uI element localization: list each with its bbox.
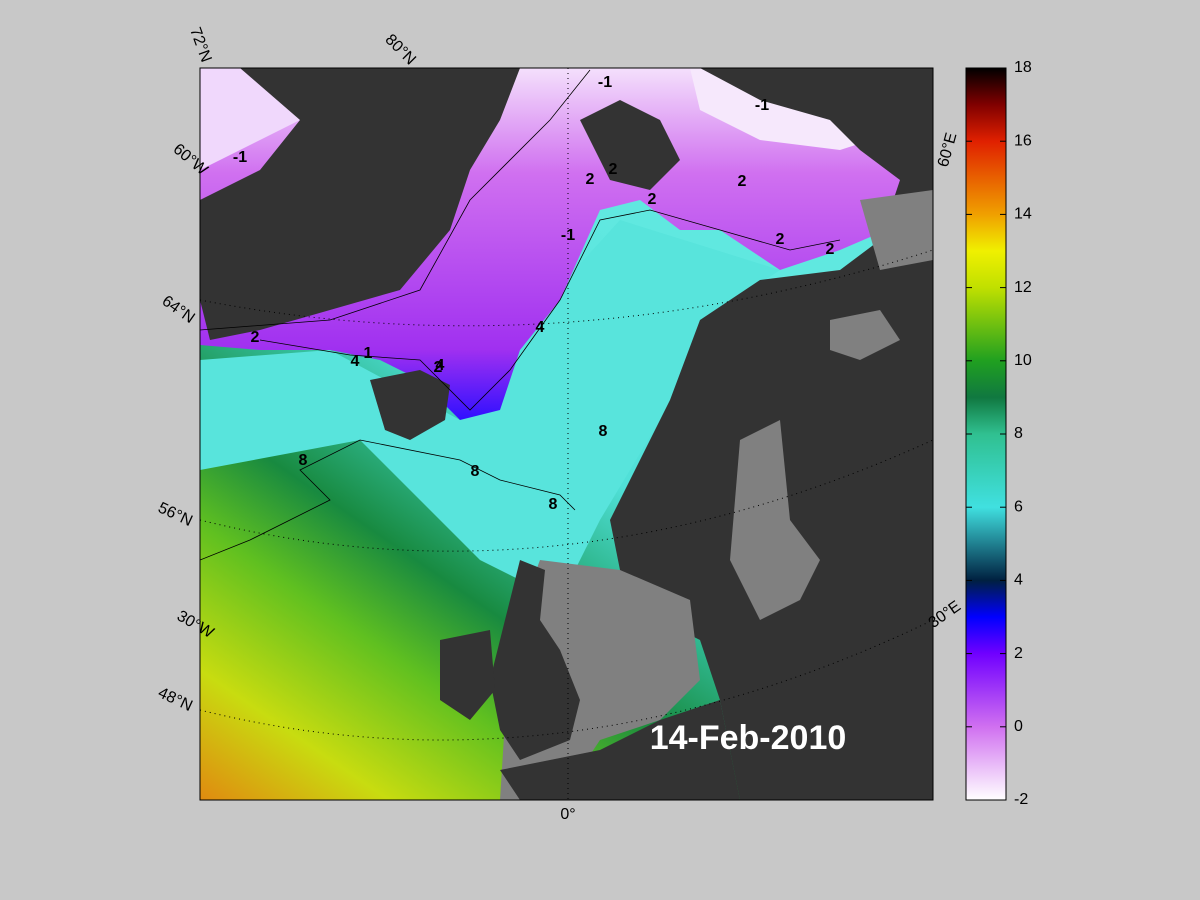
land <box>500 700 740 800</box>
colorbar-tick-label: 4 <box>1014 572 1023 589</box>
land <box>580 100 680 190</box>
colorbar-tick-label: -2 <box>1014 791 1028 808</box>
land <box>490 560 580 760</box>
land <box>200 68 520 340</box>
contour-label: 2 <box>776 231 785 248</box>
colorbar-tick-label: 10 <box>1014 352 1032 369</box>
shallow-sea <box>830 310 900 360</box>
grid-label: 48°N <box>155 684 195 715</box>
contour-line <box>200 439 576 561</box>
colorbar-tick-label: 16 <box>1014 132 1032 149</box>
contour-label: -1 <box>561 227 575 244</box>
contour-label: 2 <box>826 241 835 258</box>
grid-label: 64°N <box>159 293 198 327</box>
contour-label: 8 <box>549 496 558 513</box>
colorbar-tick-label: 14 <box>1014 206 1032 223</box>
date-label: 14-Feb-2010 <box>650 719 847 757</box>
colorbar-tick-label: 18 <box>1014 59 1032 76</box>
grid-label: 0° <box>560 806 575 823</box>
contour-label: 2 <box>251 329 260 346</box>
contour-line <box>200 69 591 331</box>
shallow-sea <box>730 420 820 620</box>
contour-label: 8 <box>299 452 308 469</box>
contour-label: 1 <box>364 345 373 362</box>
grid-label: 80°N <box>382 31 419 68</box>
grid-label: 56°N <box>155 499 195 530</box>
land <box>370 370 450 440</box>
colorbar-tick-label: 12 <box>1014 279 1032 296</box>
contour-label: 4 <box>436 357 445 374</box>
contour-label: 4 <box>536 319 545 336</box>
colorbar-tick-label: 2 <box>1014 645 1023 662</box>
contour-label: 8 <box>471 463 480 480</box>
contour-label: 8 <box>599 423 608 440</box>
colorbar-tick-label: 6 <box>1014 498 1023 515</box>
graticule <box>200 439 933 552</box>
contour-label: 2 <box>434 359 443 376</box>
contour-line <box>259 209 841 411</box>
contour-label: 2 <box>738 173 747 190</box>
grid-label: 60°E <box>935 131 960 169</box>
contour-label: -1 <box>233 149 247 166</box>
shallow-sea <box>860 190 933 270</box>
map-area <box>200 68 933 800</box>
contour-label: -1 <box>755 97 769 114</box>
colorbar-tick-label: 0 <box>1014 718 1023 735</box>
land <box>440 630 495 720</box>
map-frame <box>199 67 934 801</box>
grid-label: 72°N <box>186 25 214 64</box>
graticule <box>200 619 933 741</box>
contour-label: -1 <box>598 74 612 91</box>
colorbar <box>965 67 1007 801</box>
contour-label: 2 <box>609 161 618 178</box>
contour-label: 2 <box>648 191 657 208</box>
colorbar-tick-label: 8 <box>1014 425 1023 442</box>
contour-label: 4 <box>351 353 360 370</box>
contour-label: 2 <box>586 171 595 188</box>
